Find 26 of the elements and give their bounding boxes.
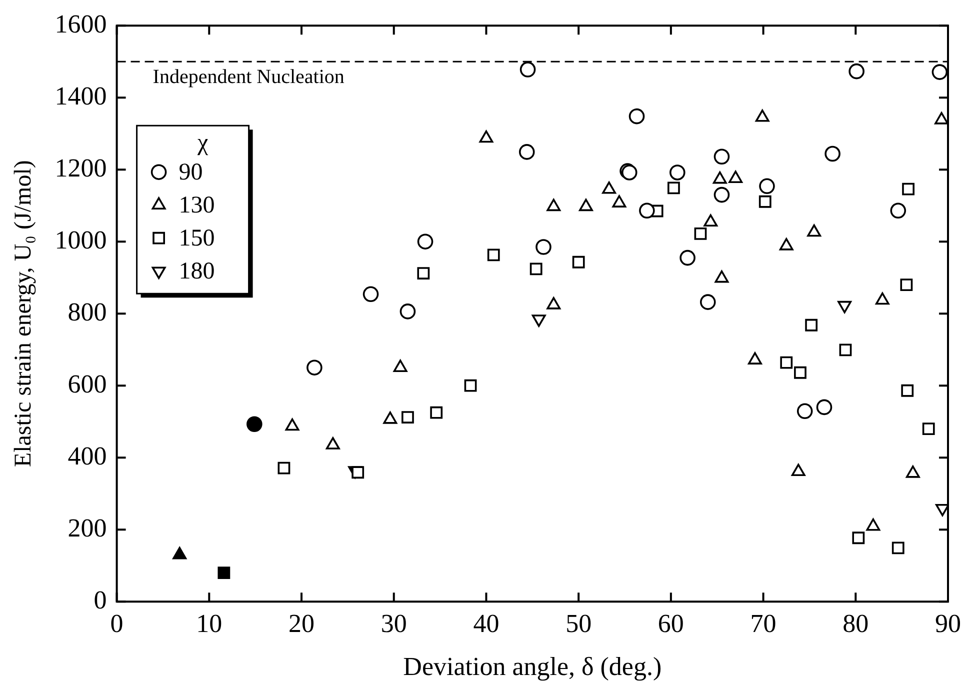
x-tick-label: 70: [750, 609, 776, 638]
x-tick-label: 20: [288, 609, 315, 638]
legend-title: χ: [196, 130, 208, 156]
y-axis-title: Elastic strain energy, U₀ (J/mol): [10, 160, 37, 468]
y-tick-label: 1200: [54, 153, 107, 182]
y-tick-label: 400: [68, 441, 107, 470]
y-tick-label: 1000: [54, 225, 107, 254]
y-tick-label: 800: [68, 297, 107, 326]
x-tick-label: 40: [473, 609, 500, 638]
x-tick-label: 10: [196, 609, 222, 638]
x-tick-label: 90: [935, 609, 961, 638]
x-tick-label: 30: [380, 609, 407, 638]
y-tick-label: 0: [94, 585, 107, 614]
legend-label: 130: [178, 192, 215, 218]
legend-label: 90: [178, 159, 203, 186]
y-tick-label: 200: [68, 513, 107, 542]
legend-label: 180: [178, 258, 215, 284]
y-tick-label: 1400: [54, 81, 107, 110]
y-tick-label: 600: [68, 369, 107, 398]
x-axis-title: Deviation angle, δ (deg.): [403, 652, 662, 682]
legend-label: 150: [178, 225, 215, 252]
y-tick-label: 1600: [54, 9, 107, 38]
x-tick-label: 60: [658, 609, 684, 638]
x-tick-label: 50: [566, 609, 592, 638]
ref-line-label: Independent Nucleation: [152, 66, 344, 88]
x-tick-label: 80: [842, 609, 869, 638]
